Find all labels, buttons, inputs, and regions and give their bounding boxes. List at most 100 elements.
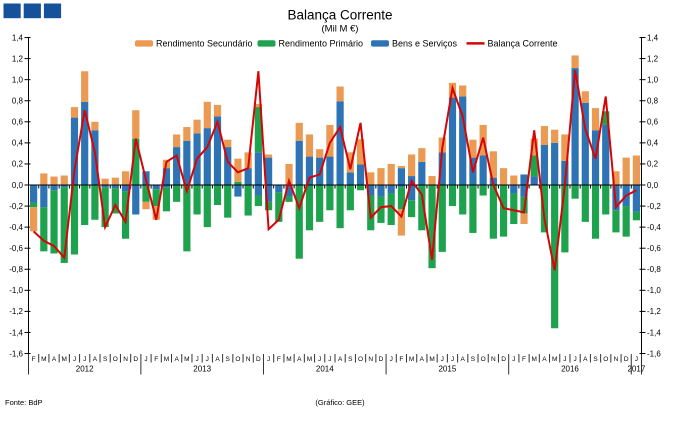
svg-text:F: F: [522, 356, 526, 363]
svg-text:M: M: [409, 356, 414, 363]
svg-text:-1,0: -1,0: [9, 286, 23, 295]
svg-text:2012: 2012: [76, 365, 94, 374]
svg-text:A: A: [215, 356, 220, 363]
svg-text:J: J: [206, 356, 209, 363]
svg-text:1,2: 1,2: [12, 54, 24, 63]
svg-text:D: D: [624, 356, 629, 363]
svg-text:-1,2: -1,2: [647, 307, 661, 316]
svg-text:-1,4: -1,4: [647, 328, 661, 337]
svg-text:A: A: [420, 356, 425, 363]
svg-text:O: O: [235, 356, 240, 363]
svg-text:O: O: [603, 356, 608, 363]
svg-text:2016: 2016: [561, 365, 579, 374]
svg-text:Rendimento Secundário: Rendimento Secundário: [156, 38, 253, 48]
svg-text:-0,2: -0,2: [9, 202, 23, 211]
svg-text:A: A: [461, 356, 466, 363]
svg-text:M: M: [532, 356, 537, 363]
svg-text:1,4: 1,4: [647, 33, 659, 42]
svg-text:2015: 2015: [438, 365, 456, 374]
svg-text:M: M: [286, 356, 291, 363]
svg-text:D: D: [256, 356, 261, 363]
svg-text:N: N: [491, 356, 496, 363]
svg-text:N: N: [123, 356, 128, 363]
svg-text:J: J: [195, 356, 198, 363]
svg-text:(Gráfico: GEE): (Gráfico: GEE): [315, 398, 365, 407]
svg-text:J: J: [573, 356, 576, 363]
svg-text:S: S: [593, 356, 598, 363]
svg-text:1,0: 1,0: [12, 75, 24, 84]
svg-text:0,2: 0,2: [12, 160, 24, 169]
svg-text:S: S: [226, 356, 231, 363]
svg-text:O: O: [358, 356, 363, 363]
svg-text:0,2: 0,2: [647, 160, 659, 169]
svg-text:M: M: [184, 356, 189, 363]
svg-text:F: F: [154, 356, 158, 363]
svg-text:D: D: [133, 356, 138, 363]
svg-text:J: J: [441, 356, 444, 363]
svg-text:0,0: 0,0: [12, 181, 24, 190]
svg-text:2013: 2013: [193, 365, 211, 374]
svg-text:D: D: [501, 356, 506, 363]
svg-text:(Mil M €): (Mil M €): [322, 24, 359, 35]
svg-text:2014: 2014: [316, 365, 334, 374]
svg-text:J: J: [563, 356, 566, 363]
svg-text:Bens e Serviços: Bens e Serviços: [392, 38, 458, 48]
svg-text:M: M: [164, 356, 169, 363]
svg-text:N: N: [614, 356, 619, 363]
svg-text:N: N: [368, 356, 373, 363]
svg-text:M: M: [429, 356, 434, 363]
svg-text:-1,2: -1,2: [9, 307, 23, 316]
svg-text:0,4: 0,4: [12, 139, 24, 148]
svg-text:J: J: [144, 356, 147, 363]
svg-text:1,2: 1,2: [647, 54, 659, 63]
svg-text:D: D: [379, 356, 384, 363]
svg-text:-1,4: -1,4: [9, 328, 23, 337]
svg-text:A: A: [174, 356, 179, 363]
svg-text:-1,6: -1,6: [647, 349, 661, 358]
svg-text:-0,6: -0,6: [647, 244, 661, 253]
svg-text:J: J: [73, 356, 76, 363]
svg-text:A: A: [297, 356, 302, 363]
svg-text:J: J: [267, 356, 270, 363]
svg-text:M: M: [41, 356, 46, 363]
svg-text:Balança Corrente: Balança Corrente: [287, 8, 392, 23]
svg-text:S: S: [348, 356, 353, 363]
svg-text:A: A: [338, 356, 343, 363]
svg-text:Fonte: BdP: Fonte: BdP: [5, 398, 43, 407]
svg-text:M: M: [552, 356, 557, 363]
svg-text:0,4: 0,4: [647, 139, 659, 148]
svg-text:-1,0: -1,0: [647, 286, 661, 295]
svg-text:-0,8: -0,8: [9, 265, 23, 274]
svg-text:-0,2: -0,2: [647, 202, 661, 211]
svg-text:0,0: 0,0: [647, 181, 659, 190]
svg-text:-0,4: -0,4: [9, 223, 23, 232]
svg-text:Balança Corrente: Balança Corrente: [488, 38, 558, 48]
svg-text:O: O: [113, 356, 118, 363]
svg-text:J: J: [451, 356, 454, 363]
svg-text:J: J: [512, 356, 515, 363]
svg-text:J: J: [390, 356, 393, 363]
svg-text:A: A: [52, 356, 57, 363]
svg-text:F: F: [277, 356, 281, 363]
svg-text:0,8: 0,8: [647, 97, 659, 106]
svg-text:-0,4: -0,4: [647, 223, 661, 232]
svg-text:J: J: [328, 356, 331, 363]
svg-text:M: M: [307, 356, 312, 363]
svg-text:J: J: [318, 356, 321, 363]
svg-text:A: A: [542, 356, 547, 363]
svg-text:0,6: 0,6: [647, 118, 659, 127]
svg-text:S: S: [103, 356, 108, 363]
svg-text:S: S: [471, 356, 476, 363]
svg-text:-1,6: -1,6: [9, 349, 23, 358]
svg-text:0,8: 0,8: [12, 97, 24, 106]
svg-text:F: F: [399, 356, 403, 363]
svg-text:Rendimento Primário: Rendimento Primário: [279, 38, 364, 48]
svg-text:-0,6: -0,6: [9, 244, 23, 253]
svg-text:2017: 2017: [627, 365, 645, 374]
svg-text:A: A: [93, 356, 98, 363]
svg-text:1,4: 1,4: [12, 33, 24, 42]
svg-text:1,0: 1,0: [647, 75, 659, 84]
svg-text:0,6: 0,6: [12, 118, 24, 127]
svg-text:N: N: [246, 356, 251, 363]
svg-text:J: J: [635, 356, 638, 363]
